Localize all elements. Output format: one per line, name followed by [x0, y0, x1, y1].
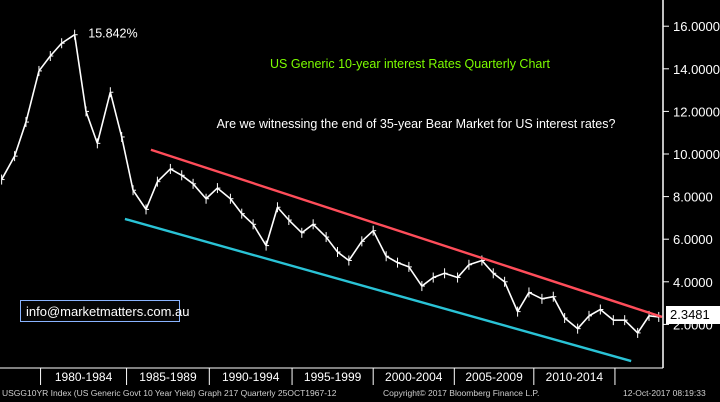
price-segment — [588, 308, 601, 317]
resistance-trendline — [150, 148, 663, 319]
x-tick-label: 2010-2014 — [546, 370, 604, 384]
price-segment — [492, 272, 506, 283]
price-segment — [312, 223, 327, 238]
price-segment — [421, 276, 434, 287]
price-segment — [481, 259, 494, 274]
price-segment — [192, 183, 207, 200]
price-segment — [25, 70, 40, 123]
price-segment — [301, 223, 314, 234]
y-tick-label: 8.0000 — [673, 190, 713, 205]
price-segment — [372, 230, 387, 257]
x-tick-label: 1990-1994 — [222, 370, 280, 384]
price-segment — [288, 219, 303, 234]
price-segment — [205, 187, 218, 200]
price-segment — [252, 223, 267, 247]
price-segment — [624, 319, 639, 334]
x-tick-label: 1980-1984 — [55, 370, 113, 384]
price-segment — [528, 291, 543, 300]
price-segment — [73, 34, 87, 112]
price-segment — [120, 136, 134, 191]
price-segment — [145, 181, 159, 210]
x-tick-label: 1985-1989 — [139, 370, 197, 384]
footer-copyright: Copyright© 2017 Bloomberg Finance L.P. — [383, 388, 540, 398]
price-segment — [361, 230, 374, 242]
price-segment — [599, 308, 614, 321]
price-segment — [0, 155, 16, 180]
y-tick-label: 6.0000 — [673, 232, 713, 247]
price-segment — [49, 42, 63, 57]
price-segment — [132, 189, 147, 210]
price-segment — [337, 251, 350, 262]
price-segment — [325, 236, 339, 253]
price-segment — [468, 259, 483, 266]
price-segment — [564, 317, 579, 330]
y-tick-label: 12.0000 — [673, 104, 720, 119]
chart-subtitle: Are we witnessing the end of 35-year Bea… — [217, 117, 616, 131]
price-segment — [61, 34, 76, 44]
footer-security-description: USGG10YR Index (US Generic Govt 10 Year … — [2, 388, 337, 398]
price-segment — [408, 266, 423, 287]
price-segment — [276, 206, 290, 221]
price-segment — [169, 168, 183, 176]
price-segment — [241, 213, 254, 225]
price-segment — [85, 111, 99, 144]
price-segment — [13, 121, 27, 157]
price-segment — [38, 55, 51, 72]
price-segment — [516, 292, 530, 313]
x-tick-label: 2005-2009 — [465, 370, 523, 384]
y-tick-label: 16.0000 — [673, 19, 720, 34]
email-link[interactable]: info@marketmatters.com.au — [26, 304, 190, 319]
price-segment — [577, 315, 590, 330]
x-axis-band — [0, 368, 720, 385]
price-segment — [181, 174, 194, 185]
price-segment — [636, 315, 650, 334]
price-segment — [432, 272, 445, 279]
chart-title: US Generic 10-year interest Rates Quarte… — [270, 57, 550, 71]
price-segment — [444, 272, 458, 279]
peak-value-label: 15.842% — [88, 27, 137, 41]
email-box: info@marketmatters.com.au — [20, 300, 189, 322]
footer-bar: USGG10YR Index (US Generic Govt 10 Year … — [0, 385, 720, 402]
price-segment — [109, 92, 123, 138]
price-segment — [552, 296, 566, 319]
price-segment — [348, 240, 363, 261]
price-segment — [229, 198, 243, 215]
y-tick-label: 4.0000 — [673, 275, 713, 290]
price-segment — [156, 168, 171, 183]
x-tick-label: 2000-2004 — [385, 370, 443, 384]
price-segment — [216, 187, 231, 200]
x-tick-label: 1995-1999 — [304, 370, 362, 384]
support-trendline — [124, 217, 632, 363]
price-segment — [385, 255, 398, 264]
price-segment — [503, 281, 519, 312]
y-tick-label: 14.0000 — [673, 62, 720, 77]
price-segment — [456, 264, 470, 279]
y-tick-label: 10.0000 — [673, 147, 720, 162]
price-segment — [96, 92, 112, 144]
footer-timestamp: 12-Oct-2017 08:19:33 — [623, 388, 706, 398]
price-segment — [265, 207, 279, 246]
price-segment — [397, 261, 410, 268]
last-value-tag: 2.3481 — [666, 306, 720, 324]
